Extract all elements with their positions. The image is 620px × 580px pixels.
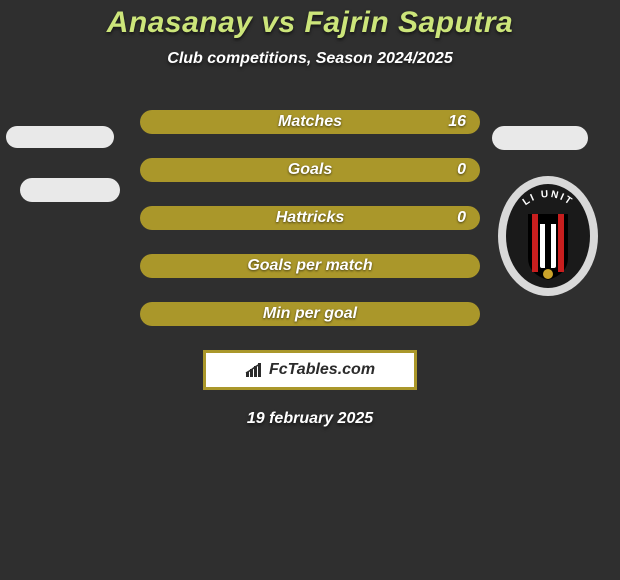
page-title: Anasanay vs Fajrin Saputra xyxy=(0,0,620,40)
player-left-pill-1 xyxy=(6,126,114,148)
attribution-badge[interactable]: FcTables.com xyxy=(203,350,417,390)
attribution-text: FcTables.com xyxy=(269,361,375,379)
player-left-pill-2 xyxy=(20,178,120,202)
snapshot-date: 19 february 2025 xyxy=(0,410,620,428)
stat-row: Goals per match xyxy=(140,254,480,278)
stat-value: 0 xyxy=(457,206,466,230)
stat-label: Hattricks xyxy=(140,206,480,230)
stat-value: 0 xyxy=(457,158,466,182)
stat-row: Goals0 xyxy=(140,158,480,182)
stat-label: Goals xyxy=(140,158,480,182)
stat-row: Hattricks0 xyxy=(140,206,480,230)
subtitle: Club competitions, Season 2024/2025 xyxy=(0,50,620,68)
stat-row: Min per goal xyxy=(140,302,480,326)
stat-label: Goals per match xyxy=(140,254,480,278)
club-crest: LI UNIT xyxy=(498,176,598,296)
club-crest-svg: LI UNIT xyxy=(498,176,598,296)
stats-card: Anasanay vs Fajrin Saputra Club competit… xyxy=(0,0,620,580)
stat-value: 16 xyxy=(448,110,466,134)
stat-label: Min per goal xyxy=(140,302,480,326)
stat-row: Matches16 xyxy=(140,110,480,134)
player-right-pill-1 xyxy=(492,126,588,150)
bars-icon xyxy=(245,362,265,378)
stat-label: Matches xyxy=(140,110,480,134)
